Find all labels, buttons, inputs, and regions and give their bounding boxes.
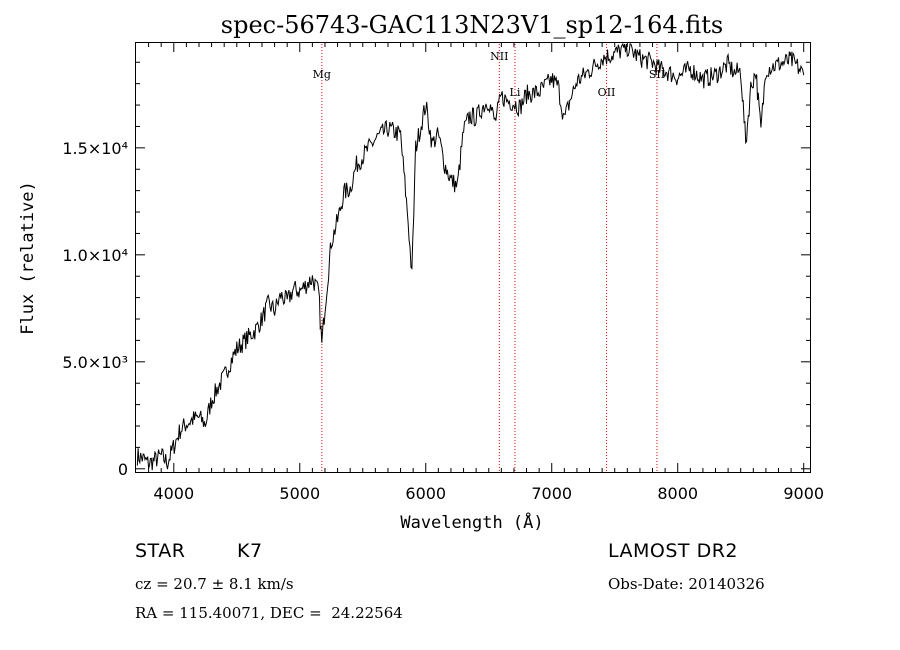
y-tick-label: 0 [118,460,128,479]
object-class: STAR [135,540,186,562]
spectral-subclass: K7 [237,540,263,562]
chart-title: spec-56743-GAC113N23V1_sp12-164.fits [221,11,723,39]
x-tick-label: 6000 [405,484,446,503]
spectral-line-markers: Mg NII Li OII SII [313,44,665,471]
observation-date: Obs-Date: 20140326 [608,575,765,593]
plot-frame [135,42,811,473]
redshift-cz: cz = 20.7 ± 8.1 km/s [135,575,294,593]
line-marker-label: SII [649,68,665,81]
x-tick-label: 5000 [279,484,320,503]
line-marker-label: Mg [313,68,331,81]
line-marker-label: NII [490,50,508,63]
line-marker-label: OII [598,86,616,99]
x-tick-label: 8000 [657,484,698,503]
y-axis: 0 5.0×10³ 1.0×10⁴ 1.5×10⁴ [62,61,810,479]
x-tick-label: 4000 [153,484,194,503]
y-axis-label: Flux (relative) [18,181,38,335]
line-marker-label: Li [510,86,521,99]
y-tick-label: 1.0×10⁴ [62,246,128,265]
spectrum-series [136,42,805,471]
spectrum-line [136,42,805,471]
x-tick-label: 9000 [783,484,824,503]
x-tick-label: 7000 [531,484,572,503]
coordinates: RA = 115.40071, DEC = 24.22564 [135,604,403,622]
x-axis: 4000 5000 6000 7000 8000 9000 [148,43,824,503]
y-tick-label: 1.5×10⁴ [62,139,128,158]
x-axis-label: Wavelength (Å) [400,511,543,533]
y-tick-label: 5.0×10³ [62,353,128,372]
survey-name: LAMOST DR2 [608,540,738,562]
